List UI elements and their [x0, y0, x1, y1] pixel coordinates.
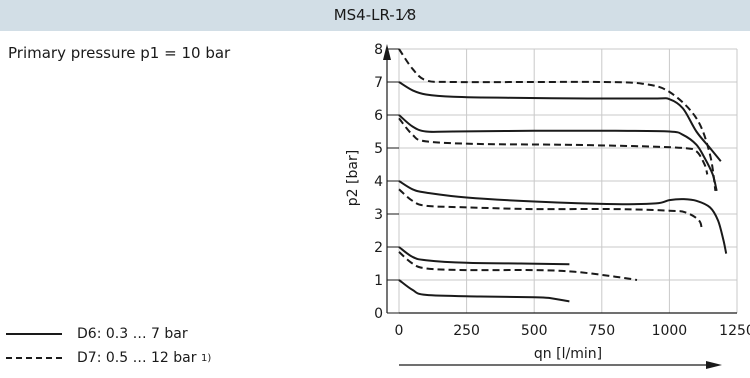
series-curve-solid-4 — [398, 279, 570, 303]
series-curve-solid-2 — [398, 180, 728, 254]
x-tick-label: 0 — [395, 323, 404, 339]
legend-item-d7: D7: 0.5 … 12 bar 1) — [6, 346, 211, 370]
legend-swatch-dashed — [6, 357, 62, 359]
series-curve-dashed-6 — [398, 117, 709, 175]
x-tick-label: 1250 — [719, 323, 750, 339]
y-axis-arrowhead — [383, 44, 391, 60]
x-tick-label: 750 — [588, 323, 615, 339]
legend-label-d7: D7: 0.5 … 12 bar — [77, 350, 197, 366]
y-tick-label: 7 — [374, 75, 383, 91]
x-axis-arrowhead — [706, 361, 722, 369]
series-curve-solid-1 — [398, 114, 718, 192]
x-axis-label: qn [l/min] — [534, 346, 602, 362]
y-tick-label: 6 — [374, 108, 383, 124]
legend-item-d6: D6: 0.3 … 7 bar — [6, 322, 211, 346]
y-tick-label: 4 — [374, 174, 383, 190]
x-tick-label: 1000 — [652, 323, 688, 339]
y-tick-label: 8 — [374, 42, 383, 58]
y-tick-label: 1 — [374, 273, 383, 289]
chart-title: MS4-LR-1⁄8 — [333, 6, 417, 24]
x-tick-label: 250 — [453, 323, 480, 339]
legend-footnote-mark: 1) — [200, 352, 212, 364]
y-axis-label: p2 [bar] — [345, 150, 361, 206]
y-tick-label: 0 — [374, 306, 383, 322]
y-tick-label: 5 — [374, 141, 383, 157]
chart-title-bar: MS4-LR-1⁄8 — [0, 0, 750, 31]
y-tick-label: 3 — [374, 207, 383, 223]
legend-swatch-solid — [6, 333, 62, 335]
legend-label-d6: D6: 0.3 … 7 bar — [77, 326, 188, 342]
primary-pressure-note: Primary pressure p1 = 10 bar — [8, 44, 231, 62]
series-curve-dashed-7 — [398, 188, 703, 231]
y-tick-label: 2 — [374, 240, 383, 256]
x-tick-label: 500 — [521, 323, 548, 339]
series-curve-dashed-5 — [398, 48, 717, 192]
series-curve-solid-0 — [398, 81, 722, 162]
series-curve-solid-3 — [398, 246, 570, 266]
chart-legend: D6: 0.3 … 7 bar D7: 0.5 … 12 bar 1) — [6, 322, 211, 370]
